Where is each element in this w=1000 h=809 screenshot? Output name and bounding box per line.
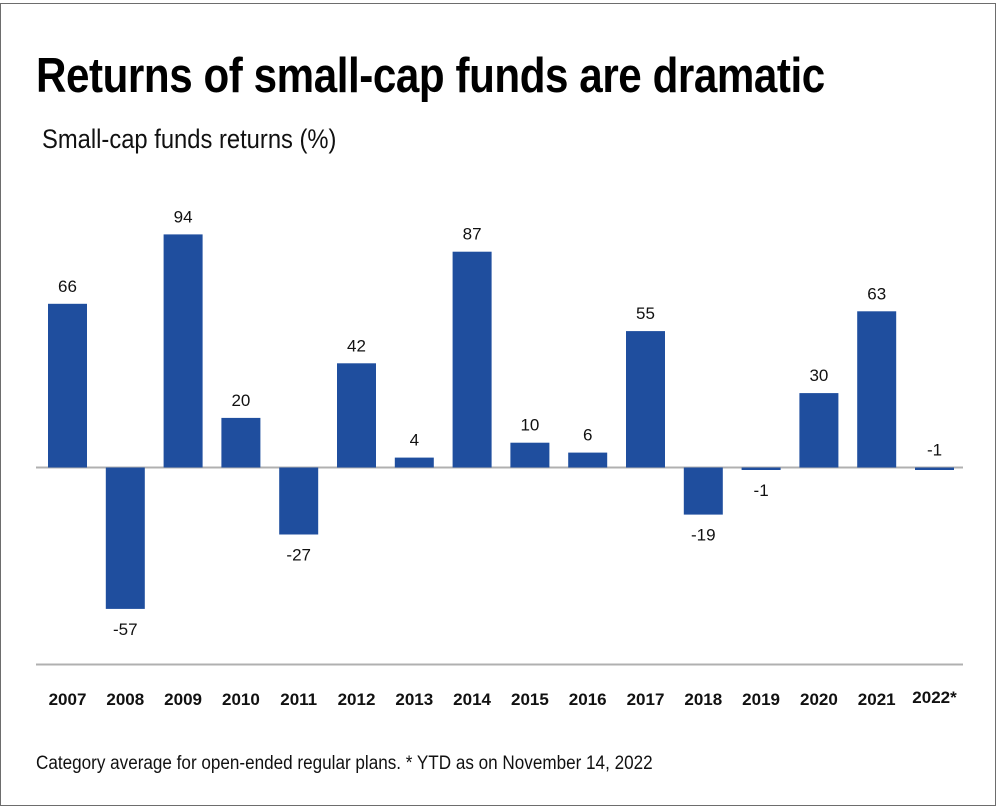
bar-2010 <box>221 417 261 468</box>
data-label-2014: 87 <box>463 225 482 244</box>
bar-2013 <box>394 457 434 468</box>
bar-2019 <box>741 467 781 470</box>
data-label-2019: -1 <box>754 481 769 500</box>
bar-2017 <box>626 331 665 468</box>
data-label-2008: -57 <box>113 620 138 639</box>
bar-2012 <box>337 363 376 468</box>
data-labels-layer: 66 -57 94 20 -27 42 4 87 10 6 55 -19 -1 30 63 -1 <box>58 207 942 639</box>
data-label-2020: 30 <box>809 366 828 385</box>
bar-2015 <box>510 442 550 468</box>
x-tick-label: 2022* <box>912 688 957 707</box>
x-tick-label: 2009 <box>164 690 202 709</box>
data-label-2011: -27 <box>286 546 311 565</box>
x-tick-labels-layer: 2007 2008 2009 2010 2011 2012 2013 2014 2015 2016… <box>49 688 958 709</box>
x-tick-label: 2008 <box>106 690 144 709</box>
chart-subtitle: Small-cap funds returns (%) <box>42 124 337 154</box>
bars-layer <box>48 234 954 609</box>
data-label-2022: -1 <box>927 441 942 460</box>
x-tick-label: 2019 <box>742 690 780 709</box>
data-label-2021: 63 <box>867 284 886 303</box>
x-tick-label: 2012 <box>338 690 376 709</box>
bar-2014 <box>452 251 492 468</box>
chart-footnote: Category average for open-ended regular … <box>36 753 653 774</box>
bar-2018 <box>683 467 723 515</box>
bar-2011 <box>279 467 319 535</box>
bar-2016 <box>568 452 608 468</box>
x-tick-label: 2018 <box>684 690 722 709</box>
bar-2020 <box>799 393 839 468</box>
bar-2007 <box>48 303 87 468</box>
chart-title: Returns of small-cap funds are dramatic <box>36 49 825 103</box>
x-tick-label: 2021 <box>858 690 896 709</box>
x-tick-label: 2020 <box>800 690 838 709</box>
data-label-2015: 10 <box>520 416 539 435</box>
x-tick-label: 2017 <box>627 690 665 709</box>
bar-2008 <box>105 467 145 609</box>
x-tick-label: 2013 <box>395 690 433 709</box>
data-label-2009: 94 <box>174 207 193 226</box>
data-label-2007: 66 <box>58 277 77 296</box>
data-label-2016: 6 <box>583 426 592 445</box>
x-tick-label: 2016 <box>569 690 607 709</box>
data-label-2010: 20 <box>231 391 250 410</box>
bar-2021 <box>857 311 897 468</box>
x-tick-label: 2010 <box>222 690 260 709</box>
data-label-2012: 42 <box>347 336 366 355</box>
data-label-2017: 55 <box>636 304 655 323</box>
bar-2022 <box>915 467 954 470</box>
x-tick-label: 2011 <box>280 690 317 709</box>
x-tick-label: 2015 <box>511 690 549 709</box>
x-tick-label: 2007 <box>49 690 87 709</box>
data-label-2013: 4 <box>410 431 419 450</box>
bar-2009 <box>163 234 203 468</box>
data-label-2018: -19 <box>691 526 716 545</box>
x-tick-label: 2014 <box>453 690 491 709</box>
